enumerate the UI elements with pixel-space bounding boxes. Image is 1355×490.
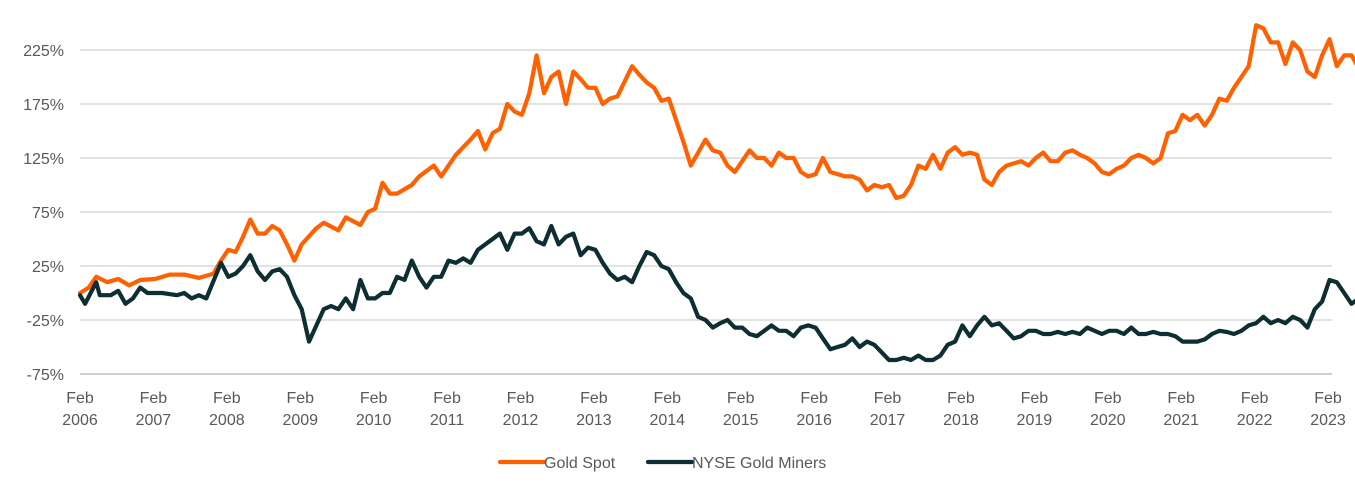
x-tick-month: Feb	[800, 390, 828, 407]
x-tick-month: Feb	[1167, 390, 1195, 407]
x-tick-month: Feb	[66, 390, 94, 407]
y-tick-label: 75%	[32, 205, 64, 222]
y-tick-label: 25%	[32, 259, 64, 276]
x-tick-month: Feb	[654, 390, 682, 407]
x-tick-year: 2023	[1310, 412, 1346, 429]
x-tick-month: Feb	[947, 390, 975, 407]
x-tick-year: 2022	[1237, 412, 1273, 429]
series-line-nyse-gold-miners	[77, 223, 1355, 363]
y-tick-label: -25%	[27, 313, 64, 330]
x-tick-year: 2006	[62, 412, 98, 429]
x-tick-year: 2017	[870, 412, 906, 429]
x-tick-month: Feb	[1241, 390, 1269, 407]
x-tick-month: Feb	[727, 390, 755, 407]
x-tick-month: Feb	[1021, 390, 1049, 407]
x-tick-year: 2010	[356, 412, 392, 429]
gridlines	[80, 49, 1332, 321]
x-tick-year: 2009	[282, 412, 318, 429]
series-lines	[77, 23, 1355, 363]
x-tick-month: Feb	[213, 390, 241, 407]
y-tick-label: 225%	[23, 43, 64, 60]
legend-label: Gold Spot	[544, 455, 616, 472]
x-tick-month: Feb	[1094, 390, 1122, 407]
x-tick-year: 2021	[1163, 412, 1199, 429]
y-tick-label: 125%	[23, 151, 64, 168]
x-tick-month: Feb	[580, 390, 608, 407]
x-tick-month: Feb	[140, 390, 168, 407]
legend: Gold Spot NYSE Gold Miners	[497, 455, 826, 472]
x-tick-month: Feb	[433, 390, 461, 407]
x-tick-year: 2011	[430, 412, 465, 429]
x-axis-ticks: Feb 2006 Feb 2007 Feb 2008 Feb 2009 Feb 2010 Feb 20…	[62, 390, 1346, 429]
legend-label: NYSE Gold Miners	[692, 455, 826, 472]
x-tick-year: 2012	[503, 412, 539, 429]
y-axis-ticks: -75% -25% 25% 75% 125% 175% 225%	[23, 43, 64, 384]
y-tick-label: 175%	[23, 97, 64, 114]
x-tick-year: 2020	[1090, 412, 1126, 429]
series-line-gold-spot	[77, 23, 1355, 296]
x-tick-month: Feb	[360, 390, 388, 407]
x-tick-year: 2018	[943, 412, 979, 429]
x-tick-month: Feb	[1314, 390, 1342, 407]
x-tick-month: Feb	[507, 390, 535, 407]
x-tick-year: 2016	[796, 412, 832, 429]
x-tick-year: 2008	[209, 412, 245, 429]
x-tick-year: 2019	[1017, 412, 1053, 429]
x-tick-year: 2007	[136, 412, 172, 429]
x-tick-year: 2015	[723, 412, 759, 429]
x-tick-year: 2013	[576, 412, 612, 429]
x-tick-month: Feb	[286, 390, 314, 407]
x-tick-year: 2014	[649, 412, 685, 429]
y-tick-label: -75%	[27, 367, 64, 384]
x-tick-month: Feb	[874, 390, 902, 407]
